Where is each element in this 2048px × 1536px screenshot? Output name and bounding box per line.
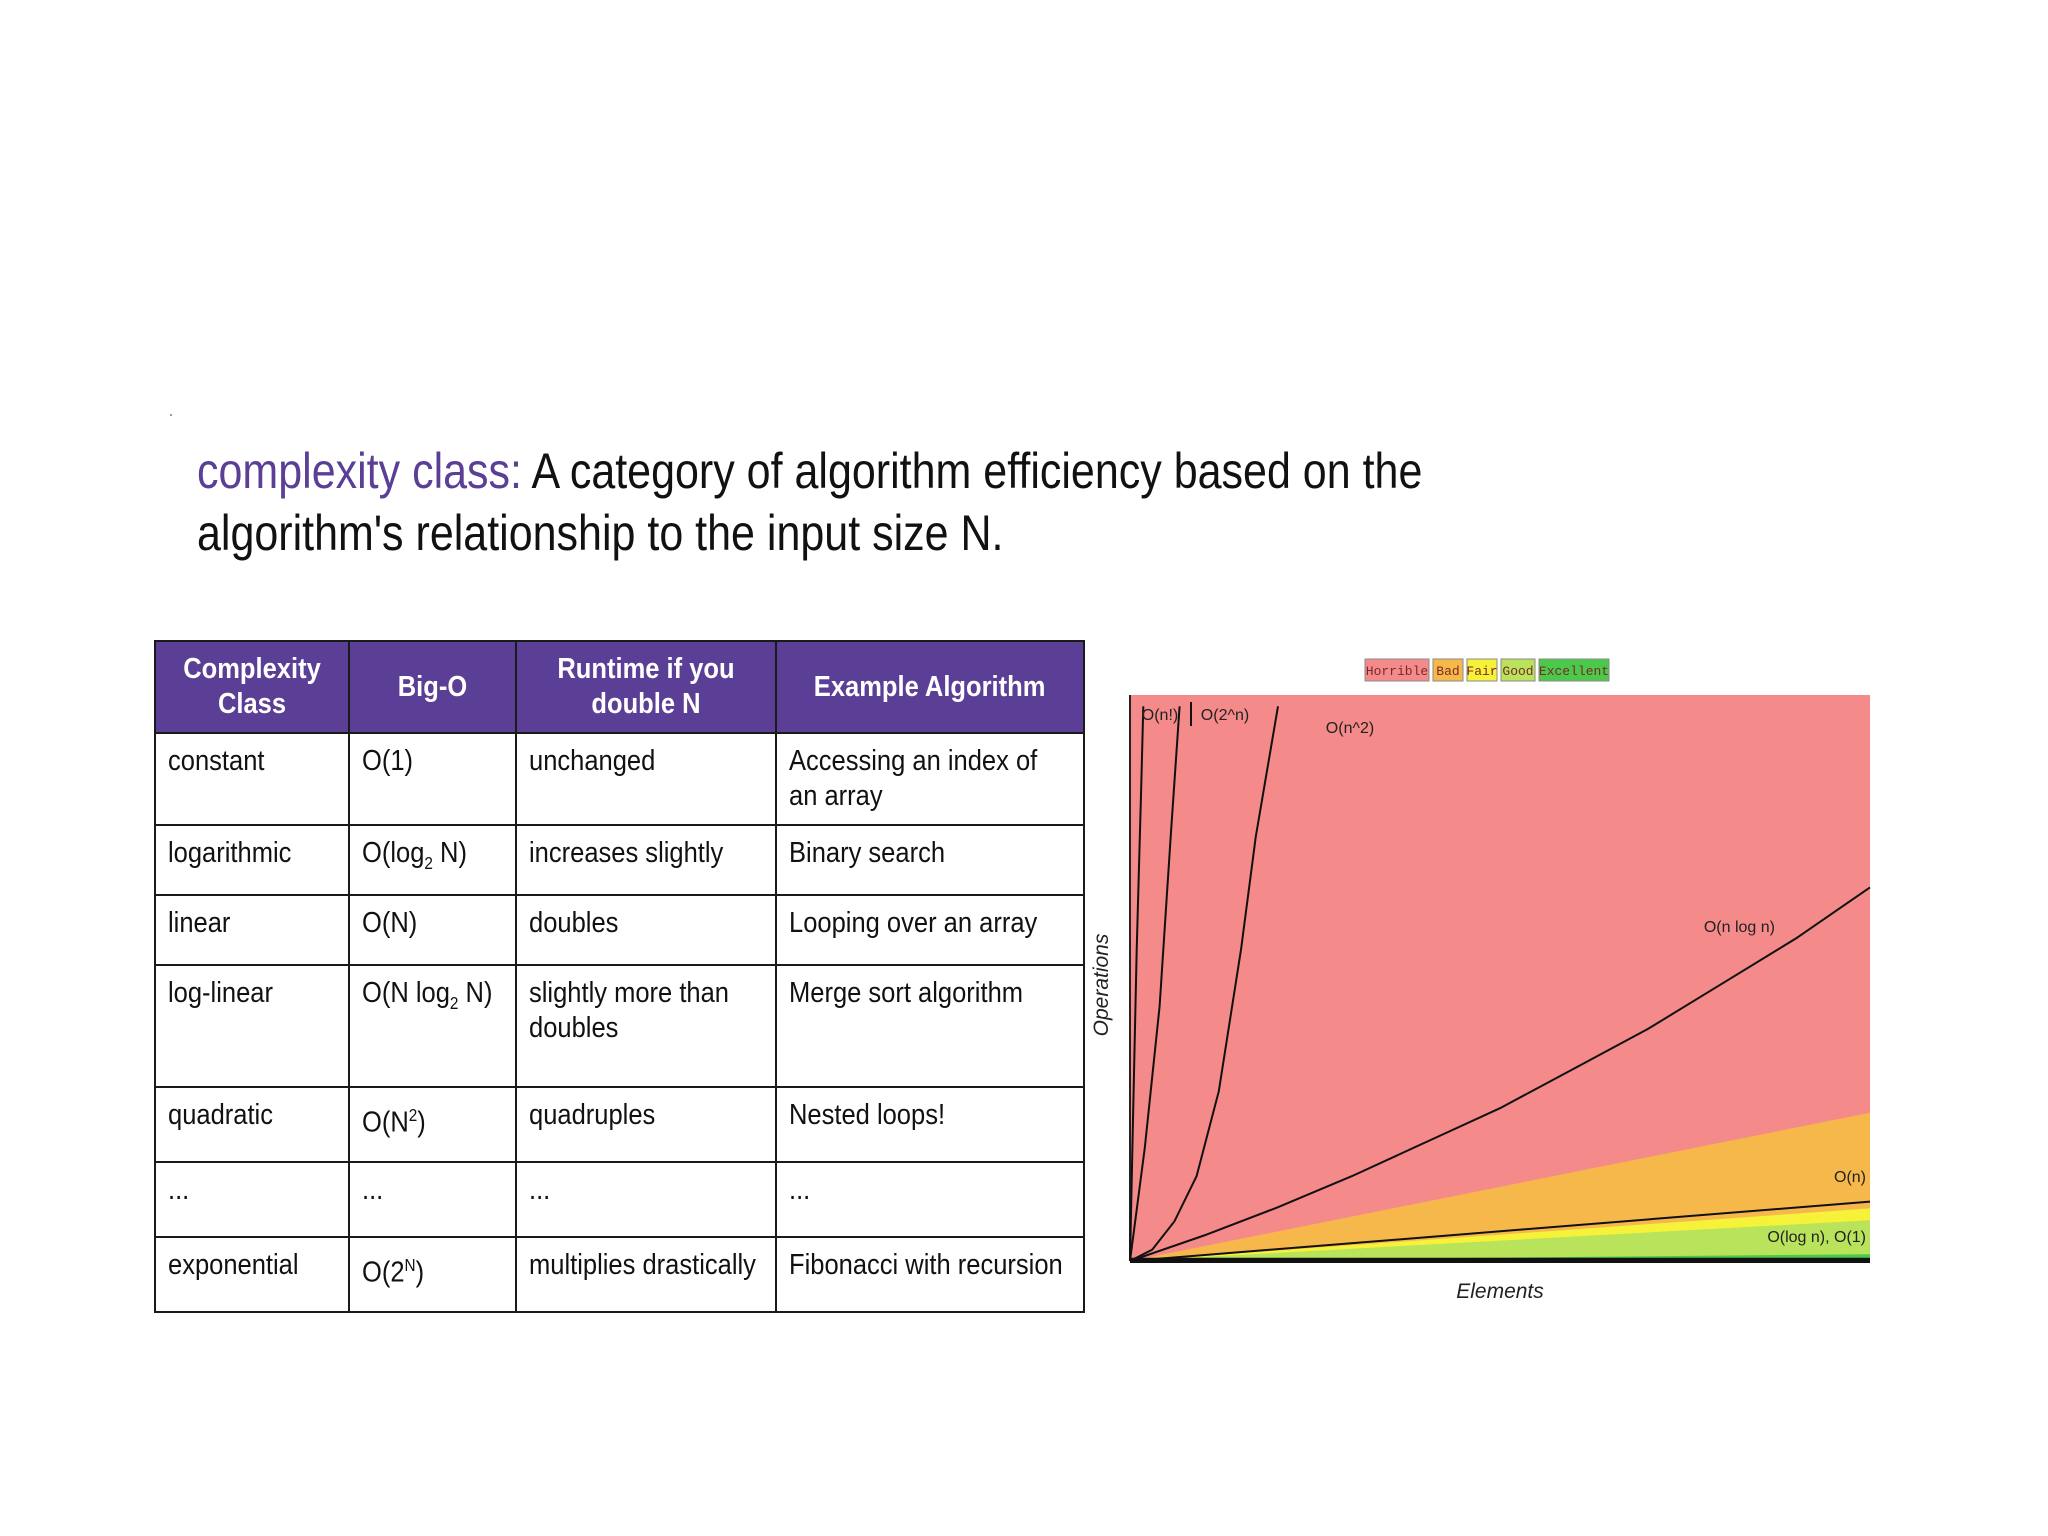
series-line-o-n: [1129, 706, 1145, 1262]
cell-big-o: O(log2 N): [348, 824, 517, 896]
stray-dot: [170, 414, 172, 416]
legend-swatch-bad: [1432, 658, 1464, 682]
series-line-o-n-log-n: [1129, 886, 1871, 1262]
region-good: [1130, 1220, 1870, 1261]
cell-runtime: unchanged: [515, 732, 777, 826]
cell-class: log-linear: [154, 964, 350, 1088]
cell-example: Fibonacci with recursion: [775, 1236, 1085, 1313]
y-axis-label: Operations: [1090, 933, 1113, 1036]
cell-big-o: O(N log2 N): [348, 964, 517, 1088]
header-runtime: Runtime if you double N: [515, 640, 777, 734]
table-row: linear O(N) doubles Looping over an arra…: [154, 894, 1085, 966]
cell-big-o: ...: [348, 1161, 517, 1238]
cell-example: ...: [775, 1161, 1085, 1238]
cell-big-o: O(N2): [348, 1086, 517, 1163]
cell-big-o: O(1): [348, 732, 517, 826]
series-line-o-n: [1129, 1200, 1871, 1262]
header-example: Example Algorithm: [775, 640, 1085, 734]
series-label-o-n-2: O(n^2): [1326, 720, 1374, 737]
cell-example: Merge sort algorithm: [775, 964, 1085, 1088]
cell-runtime: doubles: [515, 894, 777, 966]
cell-class: linear: [154, 894, 350, 966]
series-label-o-n: O(n!): [1142, 707, 1178, 724]
table-header-row: Complexity Class Big-O Runtime if you do…: [154, 640, 1085, 734]
complexity-table: Complexity Class Big-O Runtime if you do…: [154, 640, 1085, 1313]
cell-runtime: ...: [515, 1161, 777, 1238]
cell-class: ...: [154, 1161, 350, 1238]
series-label-o-n-log-n: O(n log n): [1704, 919, 1775, 936]
cell-example: Accessing an index of an array: [775, 732, 1085, 826]
definition-term: complexity class:: [197, 443, 522, 499]
legend-label-fair: Fair: [1466, 664, 1497, 679]
series-line-o-n-2: [1129, 706, 1279, 1262]
legend-label-excellent: Excellent: [1539, 664, 1609, 679]
table-row: log-linear O(N log2 N) slightly more tha…: [154, 964, 1085, 1088]
definition-text: complexity class: A category of algorith…: [197, 440, 1521, 564]
cell-example: Looping over an array: [775, 894, 1085, 966]
cell-example: Binary search: [775, 824, 1085, 896]
table-row: exponential O(2N) multiplies drastically…: [154, 1236, 1085, 1313]
legend-label-horrible: Horrible: [1366, 664, 1428, 679]
cell-runtime: increases slightly: [515, 824, 777, 896]
series-label-o-n: O(n): [1834, 1169, 1866, 1186]
region-horrible: [1130, 695, 1870, 1261]
series-label-o-2-n: O(2^n): [1201, 707, 1249, 724]
legend-swatch-good: [1500, 658, 1536, 682]
header-big-o: Big-O: [348, 640, 517, 734]
table-row: logarithmic O(log2 N) increases slightly…: [154, 824, 1085, 896]
cell-example: Nested loops!: [775, 1086, 1085, 1163]
cell-big-o: O(N): [348, 894, 517, 966]
table-row: quadratic O(N2) quadruples Nested loops!: [154, 1086, 1085, 1163]
cell-class: quadratic: [154, 1086, 350, 1163]
cell-class: logarithmic: [154, 824, 350, 896]
legend-swatch-excellent: [1538, 658, 1610, 682]
table-row: constant O(1) unchanged Accessing an ind…: [154, 732, 1085, 826]
definition-body: A category of algorithm efficiency based…: [197, 443, 1423, 561]
legend-swatch-fair: [1466, 658, 1498, 682]
legend-label-bad: Bad: [1436, 664, 1459, 679]
series-label-o-log-n-o-1: O(log n), O(1): [1767, 1229, 1866, 1246]
series-line-o-2-n: [1129, 706, 1181, 1262]
cell-class: exponential: [154, 1236, 350, 1313]
cell-big-o: O(2N): [348, 1236, 517, 1313]
legend-swatch-horrible: [1364, 658, 1430, 682]
header-complexity-class: Complexity Class: [154, 640, 350, 734]
cell-runtime: multiplies drastically: [515, 1236, 777, 1313]
cell-runtime: quadruples: [515, 1086, 777, 1163]
table-row: ... ... ... ...: [154, 1161, 1085, 1238]
cell-runtime: slightly more than doubles: [515, 964, 777, 1088]
x-axis-label: Elements: [1456, 1280, 1544, 1303]
complexity-chart: O(n!) O(2^n) O(n^2) O(n log n) O(n) O(log n),…: [1090, 658, 1871, 1303]
cell-class: constant: [154, 732, 350, 826]
legend-label-good: Good: [1502, 664, 1533, 679]
